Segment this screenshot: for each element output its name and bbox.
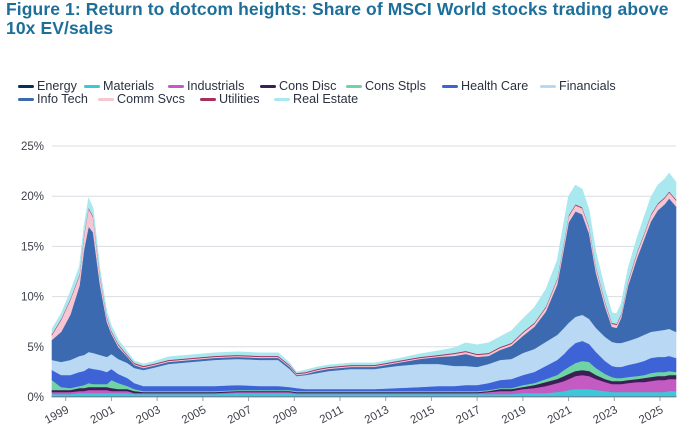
area-real-estate [51, 172, 677, 374]
legend-label-comm-svcs: Comm Svcs [117, 92, 185, 106]
legend-swatch-comm-svcs [98, 98, 114, 101]
x-tick-label: 2021 [546, 404, 574, 427]
legend-label-info-tech: Info Tech [37, 92, 88, 106]
x-tick-label: 2009 [271, 404, 299, 427]
legend-swatch-utilities [200, 98, 216, 101]
legend-swatch-health-care [442, 85, 458, 88]
legend-row-2: Info Tech Comm Svcs Utilities Real Estat… [18, 93, 678, 106]
legend-swatch-energy [18, 85, 34, 88]
area-series-group [51, 172, 677, 398]
x-tick-label: 2013 [363, 404, 391, 427]
legend-swatch-financials [540, 85, 556, 88]
x-tick-label: 2003 [134, 404, 162, 427]
chart-title: Figure 1: Return to dotcom heights: Shar… [6, 0, 669, 38]
legend-swatch-cons-disc [260, 85, 276, 88]
legend-label-utilities: Utilities [219, 92, 260, 106]
legend-label-real-estate: Real Estate [293, 92, 359, 106]
legend-swatch-real-estate [274, 98, 290, 101]
chart-legend: Energy Materials Industrials Cons Disc C… [18, 80, 678, 106]
x-tick-label: 2023 [591, 404, 619, 427]
x-tick-label: 2019 [500, 404, 528, 427]
y-tick-label: 10% [21, 292, 44, 304]
legend-label-cons-disc: Cons Disc [279, 79, 337, 93]
legend-label-energy: Energy [37, 79, 77, 93]
y-tick-label: 5% [27, 342, 44, 354]
x-tick-label: 2005 [180, 404, 208, 427]
y-tick-label: 25% [21, 141, 44, 153]
y-tick-label: 0% [27, 392, 44, 404]
x-tick-label: 2015 [409, 404, 437, 427]
legend-swatch-cons-stpls [346, 85, 362, 88]
legend-label-materials: Materials [103, 79, 155, 93]
x-tick-label: 1999 [43, 404, 71, 427]
x-tick-label: 2001 [89, 404, 117, 427]
y-tick-label: 15% [21, 241, 44, 253]
x-tick-label: 2025 [637, 404, 665, 427]
legend-label-health-care: Health Care [461, 79, 529, 93]
x-tick-label: 2007 [226, 404, 254, 427]
legend-label-industrials: Industrials [187, 79, 245, 93]
legend-swatch-industrials [168, 85, 184, 88]
legend-label-financials: Financials [559, 79, 616, 93]
legend-swatch-materials [84, 85, 100, 88]
legend-label-cons-stpls: Cons Stpls [365, 79, 426, 93]
stacked-area-chart: 0% 5% 10% 15% 20% 25% 1999 2001 2003 2005 2007 2009… [21, 141, 677, 427]
y-tick-label: 20% [21, 191, 44, 203]
x-tick-label: 2017 [454, 404, 482, 427]
legend-swatch-info-tech [18, 98, 34, 101]
legend-row-1: Energy Materials Industrials Cons Disc C… [18, 80, 678, 93]
x-tick-label: 2011 [318, 404, 345, 426]
